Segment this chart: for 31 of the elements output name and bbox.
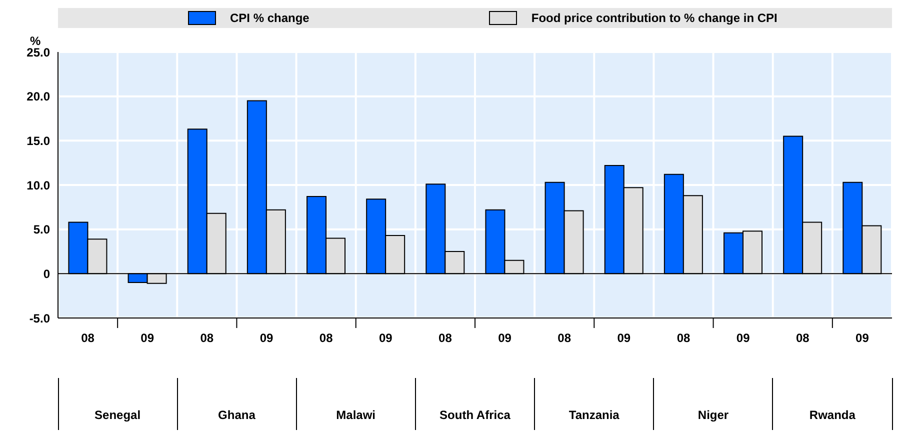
text: Tanzania	[568, 408, 620, 422]
text: Niger	[696, 408, 730, 422]
x-tick-label: 08	[796, 331, 810, 345]
x-tick-label: 08	[200, 331, 214, 345]
legend-label: Food price contribution to % change in CPI	[531, 11, 778, 25]
text: Malawi	[335, 408, 377, 422]
x-tick-label: 09	[498, 331, 512, 345]
x-tick-label: 09	[736, 331, 750, 345]
x-tick-label: 08	[558, 331, 572, 345]
x-tick-label: 09	[260, 331, 274, 345]
legend-label: CPI % change	[230, 11, 310, 25]
y-tick-label: 25.0	[26, 45, 50, 60]
text: Rwanda	[808, 408, 856, 422]
y-tick-label: 20.0	[26, 90, 50, 104]
x-tick-label: 09	[856, 331, 870, 345]
y-tick-label: 15.0	[26, 134, 50, 148]
y-tick-label: 10.0	[26, 178, 50, 192]
text: South Africa	[438, 408, 512, 422]
x-tick-label: 09	[378, 331, 393, 345]
y-axis-title: %	[30, 34, 41, 48]
x-tick-label: 08	[319, 331, 334, 345]
y-tick-label: -5.0	[29, 311, 50, 326]
text: Ghana	[217, 408, 256, 422]
y-tick-label: 0	[43, 266, 50, 281]
x-tick-label: 09	[140, 331, 154, 345]
x-tick-label: 09	[617, 331, 631, 345]
x-tick-label: 08	[438, 331, 452, 345]
x-tick-label: 08	[81, 331, 95, 345]
text: Senegal	[94, 408, 142, 422]
y-tick-label: 5.0	[33, 222, 50, 237]
x-tick-label: 08	[676, 331, 690, 345]
